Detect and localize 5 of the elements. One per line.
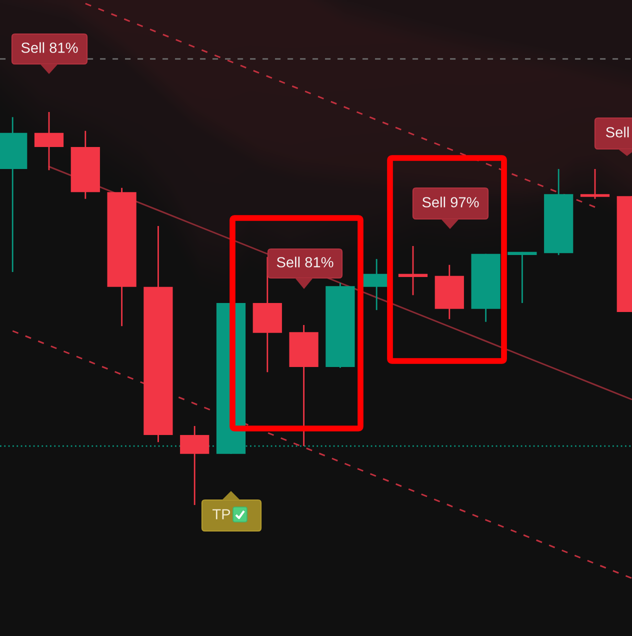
annotation: Sell 97% [422,196,479,208]
text: Sell 81% [21,42,78,53]
annotation: Sell 81% [276,256,334,268]
annotation: Sell [606,126,629,138]
text: TP [212,509,230,520]
